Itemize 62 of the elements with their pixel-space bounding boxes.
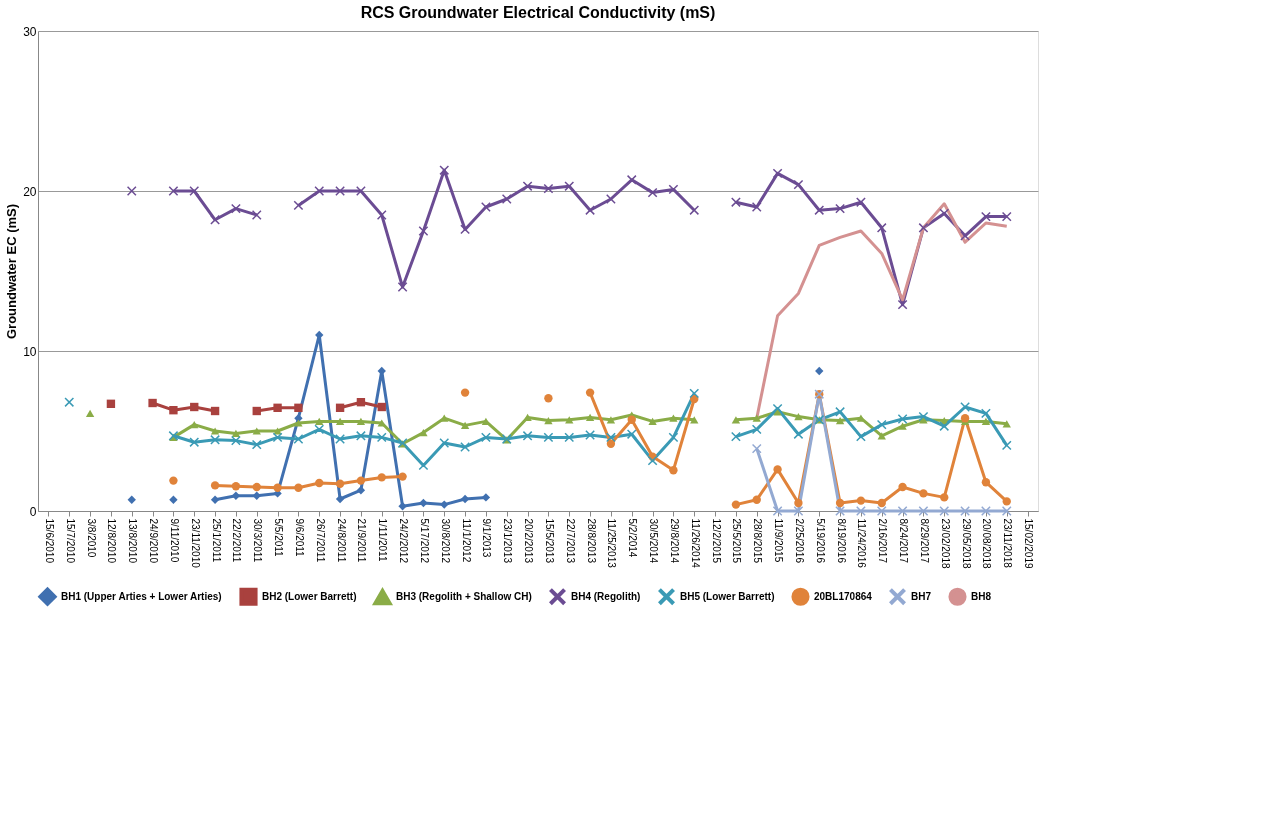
x-tick-label: 15/02/2019: [1023, 518, 1035, 569]
x-tick-label: 28/8/2013: [585, 518, 597, 564]
x-tick-label: 26/7/2011: [314, 518, 326, 563]
x-tick-label: 20/2/2013: [523, 518, 535, 564]
legend-label: BH7: [911, 590, 932, 602]
x-tick-label: 3/8/2010: [85, 518, 97, 558]
x-tick-label: 2/25/2016: [793, 518, 805, 564]
x-tick-label: 23/11/2018: [1002, 518, 1014, 569]
x-tick-label: 24/8/2011: [335, 518, 347, 563]
x-tick-label: 21/9/2011: [356, 518, 368, 563]
x-tick-label: 23/1/2013: [502, 518, 514, 564]
chart-title: RCS Groundwater Electrical Conductivity (mS): [360, 4, 716, 21]
x-tick-label: 28/8/2015: [752, 518, 764, 564]
x-tick-label: 20/08/2018: [981, 518, 993, 569]
x-tick-label: 12/2/2015: [710, 518, 722, 564]
x-tick-label: 23/02/2018: [939, 518, 951, 569]
x-tick-label: 30/8/2012: [439, 518, 451, 564]
x-tick-label: 9/1/2013: [481, 518, 493, 558]
x-tick-label: 5/19/2016: [814, 518, 826, 564]
x-tick-label: 8/19/2016: [835, 518, 847, 564]
x-tick-label: 15/5/2013: [543, 518, 555, 564]
legend-label: BH3 (Regolith + Shallow CH): [396, 591, 532, 603]
x-tick-label: 22/7/2013: [564, 518, 576, 564]
x-tick-label: 29/05/2018: [960, 518, 972, 569]
x-tick-label: 5/17/2012: [418, 518, 430, 564]
legend-label: BH8: [971, 590, 992, 602]
x-tick-label: 22/2/2011: [231, 518, 243, 563]
x-tick-label: 2/16/2017: [877, 518, 889, 564]
x-tick-label: 12/8/2010: [106, 518, 118, 564]
x-tick-label: 5/5/2011: [273, 518, 285, 558]
x-tick-label: 30/5/2014: [648, 518, 660, 564]
x-tick-label: 5/2/2014: [627, 518, 639, 558]
x-tick-label: 11/26/2014: [689, 518, 701, 569]
y-tick-label: 10: [23, 344, 37, 359]
x-tick-label: 29/8/2014: [668, 518, 680, 564]
legend-label: 20BL170864: [814, 590, 873, 602]
x-tick-label: 11/1/2012: [460, 518, 472, 563]
x-tick-label: 1/11/2011: [377, 518, 389, 562]
x-tick-label: 25/1/2011: [210, 518, 222, 563]
x-tick-label: 24/9/2010: [148, 518, 160, 564]
y-tick-label: 30: [23, 24, 37, 39]
x-tick-label: 9/11/2010: [168, 518, 180, 563]
x-tick-label: 25/5/2015: [731, 518, 743, 564]
x-tick-label: 11/9/2015: [773, 518, 785, 563]
legend-label: BH2 (Lower Barrett): [262, 590, 357, 602]
x-tick-label: 11/25/2013: [606, 518, 618, 569]
x-tick-label: 30/3/2011: [252, 518, 264, 563]
legend-label: BH5 (Lower Barrett): [680, 590, 775, 602]
legend-label: BH4 (Regolith): [571, 590, 641, 602]
legend-label: BH1 (Upper Arties + Lower Arties): [61, 590, 222, 602]
x-tick-label: 8/29/2017: [918, 518, 930, 564]
x-tick-label: 15/7/2010: [64, 518, 76, 564]
x-tick-label: 15/6/2010: [43, 518, 55, 564]
y-tick-label: 0: [29, 504, 37, 519]
x-tick-label: 23/11/2010: [189, 518, 201, 569]
x-tick-label: 8/24/2017: [898, 518, 910, 564]
x-tick-label: 13/8/2010: [127, 518, 139, 564]
y-tick-label: 20: [23, 184, 37, 199]
y-axis-title: Groundwater EC (mS): [4, 203, 20, 340]
x-tick-label: 24/2/2012: [398, 518, 410, 564]
x-tick-label: 11/24/2016: [856, 518, 868, 569]
x-tick-label: 9/6/2011: [293, 518, 305, 558]
